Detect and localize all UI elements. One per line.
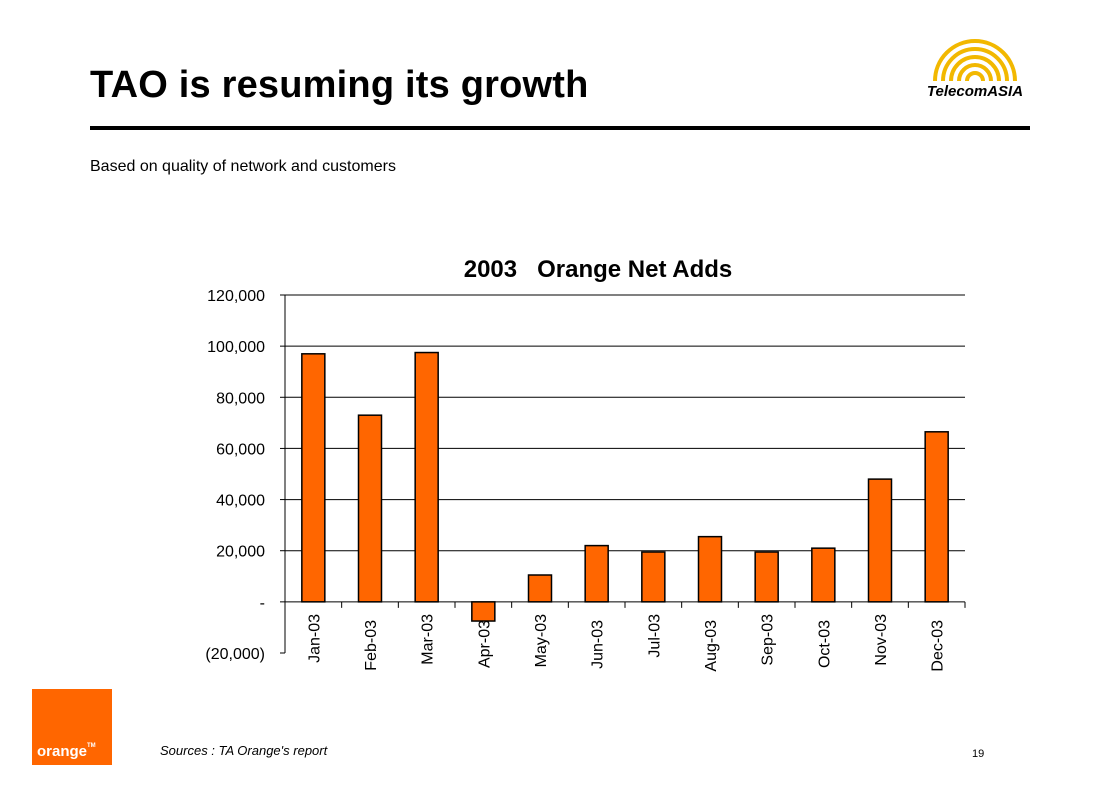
x-tick-label: Sep-03 [760, 614, 777, 666]
bar-jul-03 [641, 551, 666, 603]
bar-aug-03 [697, 535, 723, 603]
y-tick-label: (20,000) [205, 646, 265, 663]
slide-subtitle: Based on quality of network and customer… [90, 158, 396, 175]
orange-logo-text: orange [37, 743, 88, 760]
telecom-logo-text: TelecomASIA [927, 83, 1023, 100]
y-tick-label: 100,000 [207, 339, 265, 356]
x-tick-label: Jul-03 [646, 614, 663, 658]
y-tick-label: 60,000 [216, 441, 265, 458]
gridlines [285, 294, 965, 552]
x-tick-label: Mar-03 [420, 614, 437, 665]
x-tick-label: Aug-03 [703, 620, 720, 672]
axes [284, 295, 965, 653]
bar-nov-03 [867, 478, 893, 603]
bar-jan-03 [301, 353, 326, 603]
x-tick-label: Oct-03 [816, 620, 833, 668]
x-tick-label: Dec-03 [930, 620, 947, 672]
bar-oct-03 [811, 547, 836, 603]
chart-title: 2003 Orange Net Adds [464, 256, 733, 283]
x-tick-label: Feb-03 [363, 620, 380, 671]
bar-mar-03 [414, 351, 439, 603]
x-tick-label: Nov-03 [873, 614, 890, 666]
orange-logo-tm: TM [87, 743, 96, 749]
x-tick-label: Apr-03 [476, 620, 493, 668]
y-axis-ticks: 120,000 100,000 80,000 60,000 40,000 20,000 - (… [205, 288, 285, 663]
x-axis-ticks: Jan-03 Feb-03 Mar-03 Apr-03 May-03 Jun-03 Jul-… [284, 601, 966, 672]
title-underline [90, 126, 1030, 130]
x-tick-label: Jan-03 [306, 614, 323, 663]
x-tick-label: Jun-03 [590, 620, 607, 669]
slide-title: TAO is resuming its growth [90, 64, 589, 106]
y-tick-label: 40,000 [216, 493, 265, 510]
telecom-asia-logo: TelecomASIA [927, 39, 1023, 100]
y-tick-label: 120,000 [207, 288, 265, 305]
y-tick-label: - [260, 595, 265, 612]
bars [301, 351, 949, 622]
bar-feb-03 [357, 414, 383, 603]
logo-arcs [933, 39, 1017, 82]
y-tick-label: 80,000 [216, 390, 265, 407]
bar-sep-03 [754, 551, 779, 603]
orange-logo: orangeTM [32, 689, 112, 765]
bar-apr-03 [471, 601, 496, 622]
bar-may-03 [527, 574, 553, 603]
y-tick-label: 20,000 [216, 544, 265, 561]
bar-dec-03 [924, 431, 949, 603]
page-number: 19 [972, 748, 985, 760]
bar-jun-03 [584, 544, 609, 603]
x-tick-label: May-03 [533, 614, 550, 667]
sources-note: Sources : TA Orange's report [160, 743, 328, 758]
